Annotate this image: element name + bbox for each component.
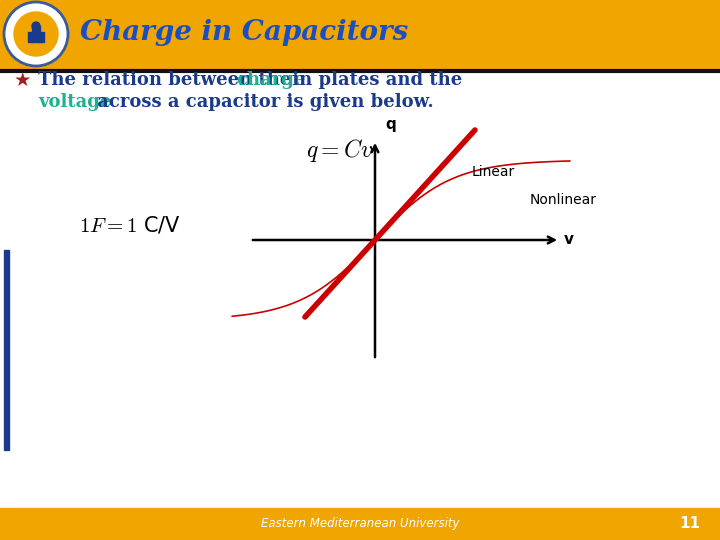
Text: v: v: [564, 232, 574, 246]
Text: q: q: [385, 117, 396, 132]
Text: voltage: voltage: [38, 93, 112, 111]
Text: Linear: Linear: [472, 165, 516, 179]
Bar: [39, 32, 44, 42]
Circle shape: [14, 12, 58, 56]
Text: $q = Cv$: $q = Cv$: [307, 137, 374, 164]
Bar: [32, 26, 40, 42]
Circle shape: [4, 2, 68, 66]
Text: ★: ★: [13, 71, 31, 90]
Text: 11: 11: [679, 516, 700, 531]
Bar: [28, 32, 33, 42]
Text: Nonlinear: Nonlinear: [530, 193, 597, 207]
Bar: [0, 0, 720, 68]
Text: charge: charge: [236, 71, 305, 89]
Text: Charge in Capacitors: Charge in Capacitors: [80, 19, 408, 46]
Bar: [4, 250, 9, 450]
Text: across a capacitor is given below.: across a capacitor is given below.: [91, 93, 433, 111]
Text: The relation between the: The relation between the: [38, 71, 297, 89]
Text: $1F = 1$ C/V: $1F = 1$ C/V: [79, 214, 181, 235]
Text: in plates and the: in plates and the: [286, 71, 462, 89]
Text: Eastern Mediterranean University: Eastern Mediterranean University: [261, 517, 459, 530]
Bar: [0, 508, 720, 540]
Circle shape: [32, 22, 40, 30]
